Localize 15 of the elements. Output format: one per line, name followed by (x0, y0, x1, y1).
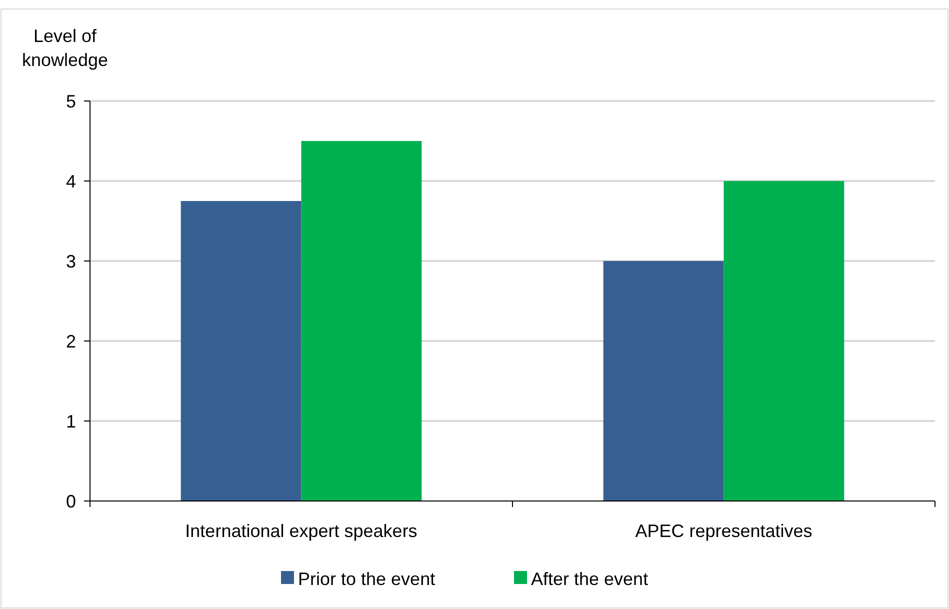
legend-label: Prior to the event (298, 569, 436, 589)
bar (180, 201, 302, 501)
y-tick-label: 0 (66, 491, 76, 512)
y-axis-title: Level of knowledge (22, 26, 108, 70)
y-tick-label: 1 (66, 411, 76, 432)
y-tick-label: 4 (66, 171, 76, 192)
legend-label: After the event (531, 569, 648, 589)
y-tick-label: 3 (66, 251, 76, 272)
bar (724, 181, 844, 501)
y-tick-label: 5 (66, 91, 76, 112)
bar (301, 141, 422, 501)
y-tick-label: 2 (66, 331, 76, 352)
x-tick-label: APEC representatives (635, 521, 812, 541)
bar (603, 261, 724, 501)
x-tick-label: International expert speakers (185, 521, 418, 541)
